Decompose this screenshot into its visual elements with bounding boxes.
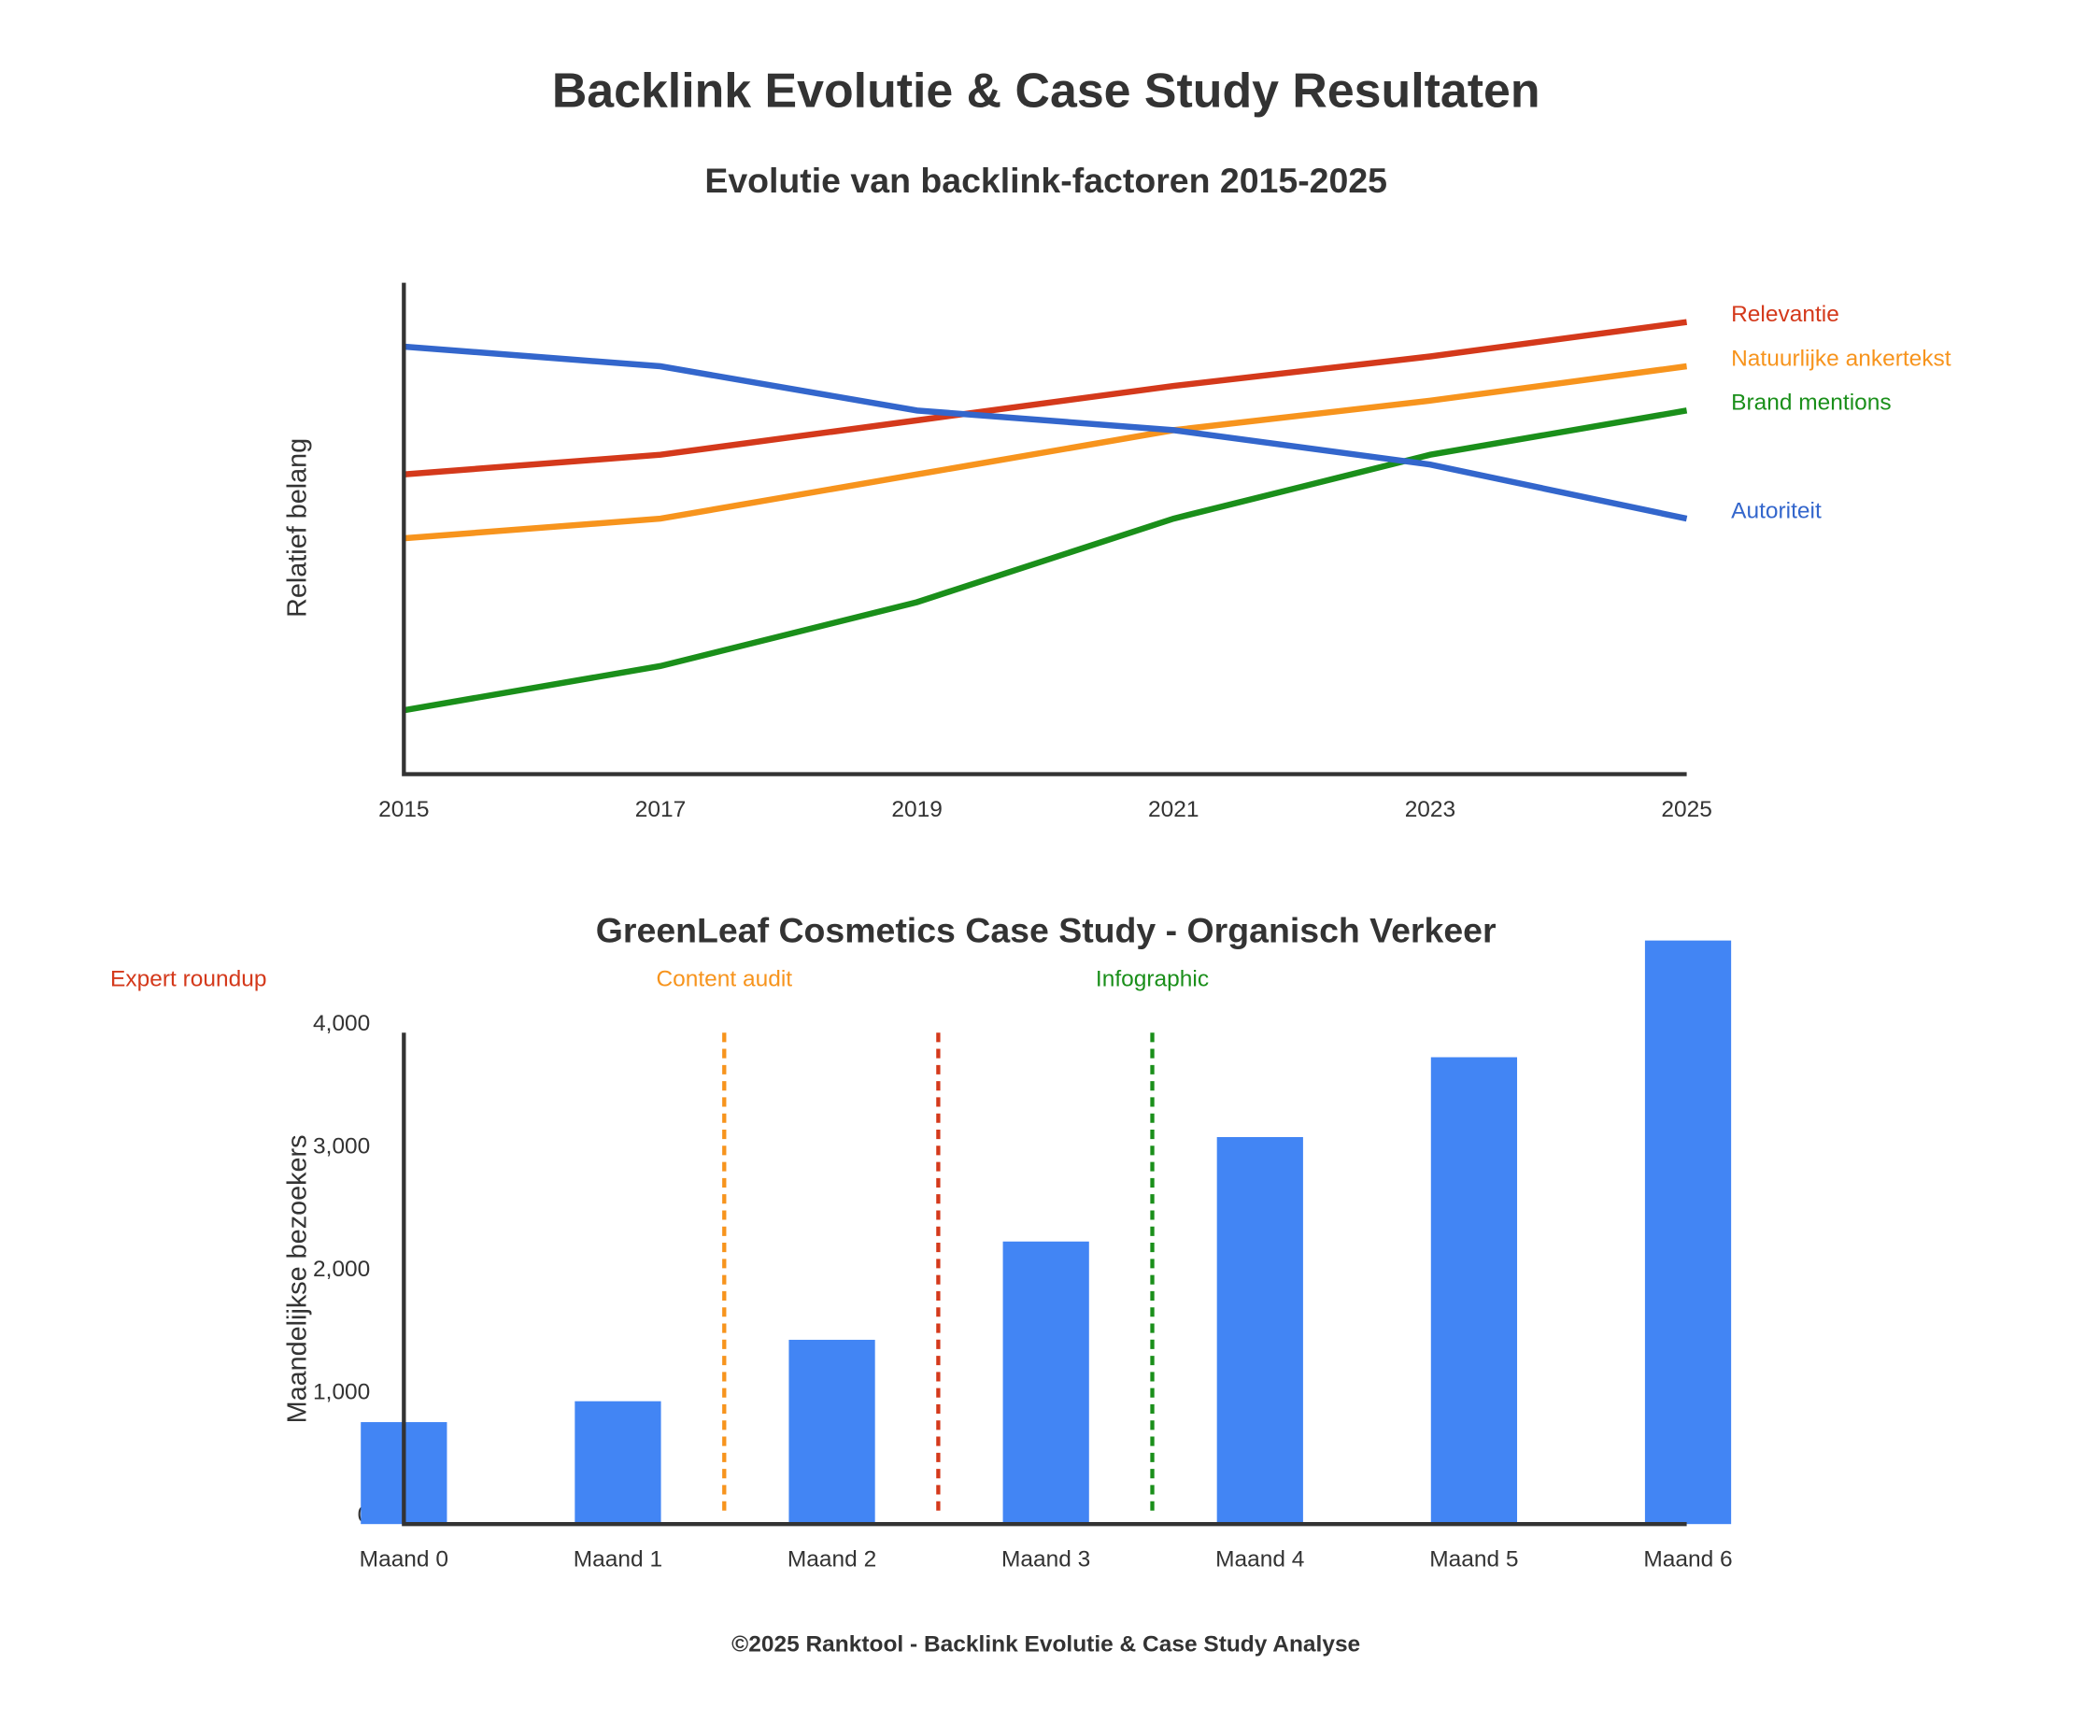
- bar: [788, 1339, 875, 1525]
- series-label: Relevantie: [1731, 302, 1839, 327]
- x-tick-label: 2025: [1661, 797, 1711, 822]
- bar: [1002, 1241, 1089, 1525]
- series-line: [404, 363, 1688, 542]
- x-tick-label: 2021: [1148, 797, 1199, 822]
- chart-title: Evolutie van backlink-factoren 2015-2025: [704, 161, 1387, 200]
- x-tick-label: Maand 4: [1215, 1547, 1304, 1572]
- x-tick-label: Maand 1: [574, 1547, 662, 1572]
- series-line: [404, 343, 1688, 522]
- bar: [1430, 1057, 1518, 1525]
- x-tick-label: Maand 0: [360, 1547, 448, 1572]
- x-tick-label: Maand 6: [1643, 1547, 1732, 1572]
- x-tick-label: 2023: [1405, 797, 1455, 822]
- y-axis-label: Relatief belang: [283, 438, 313, 618]
- x-tick-label: Maand 5: [1429, 1547, 1518, 1572]
- y-axis-label: Maandelijkse bezoekers: [283, 1134, 313, 1423]
- bar: [1644, 940, 1732, 1525]
- series-line: [404, 319, 1688, 477]
- annotation-label: Content audit: [656, 967, 792, 992]
- footer: ©2025 Ranktool - Backlink Evolutie & Cas…: [731, 1631, 1360, 1657]
- x-tick-label: Maand 3: [1001, 1547, 1090, 1572]
- series-label: Autoriteit: [1731, 498, 1822, 523]
- y-tick-label: 3,000: [313, 1134, 370, 1160]
- x-tick-label: 2015: [378, 797, 429, 822]
- x-tick-label: Maand 2: [788, 1547, 876, 1572]
- x-tick-label: 2019: [891, 797, 942, 822]
- y-tick-label: 2,000: [313, 1257, 370, 1282]
- x-tick-label: 2017: [635, 797, 686, 822]
- axes: [402, 282, 1687, 776]
- chart-title: GreenLeaf Cosmetics Case Study - Organis…: [596, 910, 1497, 949]
- annotation-label: Infographic: [1096, 967, 1209, 992]
- axes: [402, 1032, 1687, 1527]
- y-tick-label: 1,000: [313, 1380, 370, 1405]
- series-label: Natuurlijke ankertekst: [1731, 346, 1951, 371]
- annotation-label: Expert roundup: [110, 967, 266, 992]
- series-line: [403, 407, 1688, 714]
- y-tick-label: 4,000: [313, 1011, 370, 1036]
- page-title: Backlink Evolutie & Case Study Resultate…: [552, 64, 1540, 118]
- bar: [1216, 1136, 1303, 1525]
- series-label: Brand mentions: [1731, 391, 1892, 416]
- bar: [575, 1401, 661, 1525]
